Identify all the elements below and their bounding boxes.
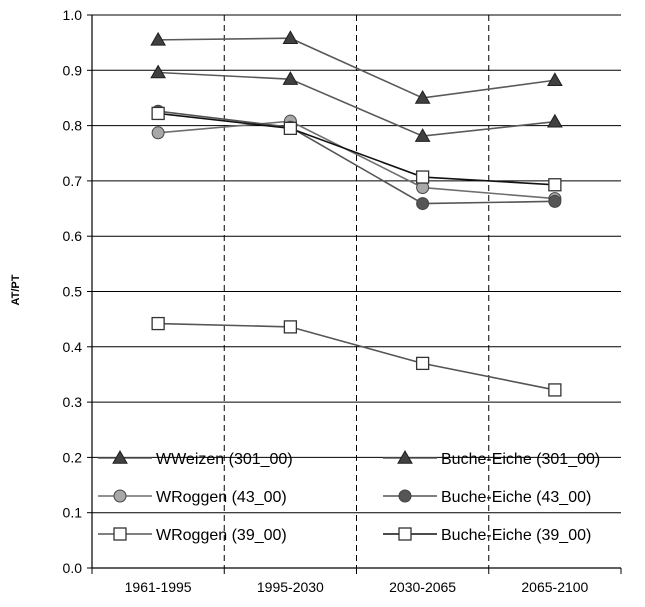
y-axis-label: AT/PT (10, 274, 22, 305)
legend-item: WWeizen (301_00) (98, 449, 293, 468)
y-tick-label: 0.7 (63, 173, 83, 189)
legend-marker (113, 527, 127, 541)
legend-marker (398, 527, 412, 541)
legend-marker (113, 489, 127, 503)
legend-item: WRoggen (43_00) (98, 489, 287, 506)
series-line (158, 71, 555, 137)
legend-label: WRoggen (43_00) (156, 489, 287, 506)
legend-marker (397, 449, 413, 464)
data-point (547, 113, 563, 128)
series-line (158, 112, 555, 186)
series-group (151, 316, 562, 397)
data-point (547, 72, 563, 87)
legend-item: Buche-Eiche (43_00) (383, 489, 591, 506)
y-tick-label: 0.6 (63, 228, 83, 244)
data-point (415, 170, 430, 184)
data-point (414, 89, 431, 104)
y-tick-label: 0.0 (63, 560, 83, 576)
legend-marker (398, 489, 412, 503)
data-point (416, 197, 430, 211)
y-tick-label: 0.4 (63, 339, 83, 355)
y-tick-label: 1.0 (63, 7, 83, 23)
x-tick-label: 1961-1995 (125, 579, 192, 595)
legend-item: Buche-Eiche (39_00) (383, 527, 591, 544)
y-tick-label: 0.1 (63, 505, 83, 521)
legend-item: WRoggen (39_00) (98, 527, 287, 544)
data-point (282, 71, 299, 85)
data-point (414, 128, 431, 142)
x-tick-label: 2030-2065 (389, 579, 456, 595)
x-tick-label: 2065-2100 (521, 579, 588, 595)
series-group (151, 106, 562, 192)
data-point (283, 320, 298, 334)
series-line (158, 322, 556, 391)
legend-marker (112, 449, 128, 464)
legend: WWeizen (301_00) Buche-Eiche (301_00) WRog… (98, 449, 600, 544)
data-point (151, 106, 165, 121)
x-tick-label: 1995-2030 (257, 579, 324, 595)
y-tick-label: 0.2 (63, 449, 83, 465)
legend-label: Buche-Eiche (43_00) (441, 489, 591, 506)
data-point (415, 356, 430, 371)
data-point (548, 383, 562, 397)
data-point (283, 121, 298, 136)
legend-label: WWeizen (301_00) (156, 451, 293, 468)
y-tick-label: 0.8 (63, 118, 83, 134)
legend-label: Buche-Eiche (39_00) (441, 527, 591, 544)
y-tick-label: 0.5 (63, 284, 83, 300)
y-tick-label: 0.3 (63, 394, 83, 410)
axes-layer: 0.0 0.1 0.2 0.3 0.4 0.5 0.6 0.7 0.8 0.9 1.0 1961-19… (63, 7, 622, 595)
y-tick-label: 0.9 (63, 62, 83, 78)
series-group (150, 64, 563, 142)
series-line (158, 120, 555, 200)
legend-label: Buche-Eiche (301_00) (441, 451, 600, 468)
data-point (151, 126, 165, 140)
series-layer (150, 30, 563, 397)
data-point (151, 316, 165, 331)
data-point (548, 194, 562, 208)
legend-item: Buche-Eiche (301_00) (383, 449, 600, 468)
data-point (548, 178, 562, 192)
grid-layer (92, 14, 621, 568)
series-group (150, 30, 563, 104)
legend-label: WRoggen (39_00) (156, 527, 287, 544)
series-line (158, 37, 555, 99)
series-line (158, 110, 555, 205)
data-point (282, 30, 299, 44)
data-point (150, 31, 166, 46)
data-point (150, 64, 166, 79)
